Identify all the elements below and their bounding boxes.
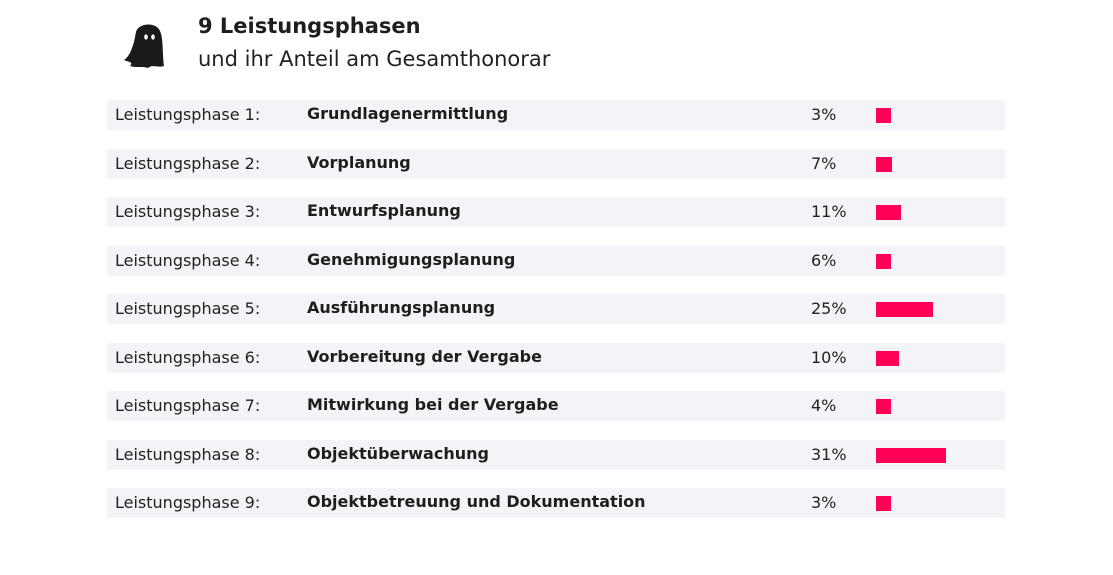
value-label: 3% [811, 493, 837, 512]
phase-label: Leistungsphase 2: [115, 153, 261, 173]
phase-name: Vorplanung [307, 152, 411, 172]
phase-name: Objektbetreuung und Dokumentation [307, 492, 646, 511]
phase-row: Leistungsphase 4: Genehmigungsplanung 6% [107, 245, 1005, 276]
bar [876, 205, 901, 220]
phase-label: Leistungsphase 6: [115, 347, 261, 367]
phase-name: Grundlagenermittlung [307, 104, 509, 123]
ghost-icon [124, 24, 164, 68]
bar [876, 302, 933, 317]
bar [876, 496, 891, 511]
value-label: 10% [811, 347, 847, 367]
phase-label: Leistungsphase 5: [115, 299, 261, 318]
value-label: 31% [811, 444, 847, 464]
phase-name: Objektüberwachung [307, 443, 489, 463]
phase-row: Leistungsphase 2: Vorplanung 7% [107, 148, 1005, 179]
bar [876, 156, 892, 172]
page-subtitle: und ihr Anteil am Gesamthonorar [198, 47, 551, 71]
value-label: 3% [811, 105, 837, 124]
value-label: 11% [811, 202, 847, 221]
phase-label: Leistungsphase 1: [115, 105, 261, 124]
phase-row: Leistungsphase 1: Grundlagenermittlung 3… [107, 100, 1005, 130]
phase-row: Leistungsphase 8: Objektüberwachung 31% [107, 439, 1005, 470]
phase-label: Leistungsphase 3: [115, 202, 261, 221]
value-label: 4% [811, 396, 837, 415]
phase-label: Leistungsphase 8: [115, 444, 261, 464]
bar [876, 108, 891, 123]
phase-label: Leistungsphase 4: [115, 250, 261, 270]
phase-row: Leistungsphase 9: Objektbetreuung und Do… [107, 488, 1005, 518]
bar [876, 447, 947, 463]
phase-label: Leistungsphase 9: [115, 493, 261, 512]
bar [876, 350, 899, 366]
phase-row: Leistungsphase 3: Entwurfsplanung 11% [107, 197, 1005, 227]
phase-name: Entwurfsplanung [307, 201, 461, 220]
phase-name: Genehmigungsplanung [307, 249, 516, 269]
phase-label: Leistungsphase 7: [115, 396, 261, 415]
phase-name: Vorbereitung der Vergabe [307, 346, 542, 366]
phase-row: Leistungsphase 5: Ausführungsplanung 25% [107, 294, 1005, 324]
bar [876, 253, 891, 269]
phase-row: Leistungsphase 7: Mitwirkung bei der Ver… [107, 391, 1005, 421]
value-label: 25% [811, 299, 847, 318]
page-title: 9 Leistungsphasen [198, 14, 421, 38]
value-label: 7% [811, 153, 837, 173]
phase-name: Mitwirkung bei der Vergabe [307, 395, 559, 414]
phase-row: Leistungsphase 6: Vorbereitung der Verga… [107, 342, 1005, 373]
bar [876, 399, 891, 414]
phase-name: Ausführungsplanung [307, 298, 496, 317]
value-label: 6% [811, 250, 837, 270]
